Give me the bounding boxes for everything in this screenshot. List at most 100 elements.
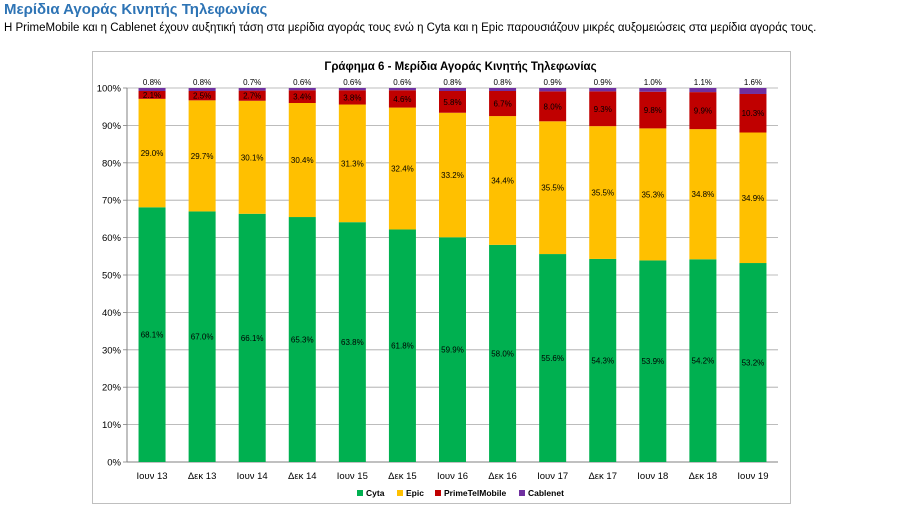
y-tick-label: 20% [102,383,122,394]
data-label-cyta: 53.9% [641,357,664,366]
data-label-cyta: 68.1% [141,331,164,340]
bar-segment-epic [739,132,767,264]
bar-segment-epic [138,98,166,208]
chart-title: Γράφημα 6 - Μερίδια Αγοράς Κινητής Τηλεφ… [324,61,596,73]
data-label-cyta: 67.0% [191,333,214,342]
bar-segment-cyta [188,211,216,462]
data-label-cyta: 54.3% [591,356,614,365]
data-label-primetelmobile: 2.7% [243,92,261,101]
data-label-cyta: 61.8% [391,342,414,351]
data-label-cablenet: 1.0% [644,78,662,87]
data-label-primetelmobile: 9.9% [694,107,712,116]
data-label-epic: 34.8% [692,190,715,199]
legend-swatch-cablenet [519,490,525,496]
bar-segment-cablenet [138,88,166,91]
x-tick-label: Ιουν 17 [537,471,568,482]
data-label-cablenet: 0.9% [544,78,562,87]
x-tick-label: Ιουν 14 [237,471,268,482]
bar-segment-primetelmobile [639,91,667,129]
x-tick-label: Δεκ 15 [388,471,417,482]
bar-segment-epic [689,129,717,260]
bar-segment-primetelmobile [338,90,366,105]
data-label-cablenet: 0.7% [243,78,261,87]
data-label-primetelmobile: 9.8% [644,106,662,115]
x-tick-label: Δεκ 17 [588,471,617,482]
data-label-epic: 35.5% [541,184,564,193]
data-label-cablenet: 0.9% [594,78,612,87]
legend-label-cablenet: Cablenet [528,488,564,498]
bar-segment-epic [589,126,617,259]
data-label-epic: 29.0% [141,149,164,158]
legend-swatch-cyta [357,490,363,496]
bar-segment-cyta [338,222,366,462]
y-tick-label: 10% [102,420,122,431]
data-label-epic: 30.1% [241,153,264,162]
data-label-epic: 33.2% [441,171,464,180]
data-label-epic: 29.7% [191,152,214,161]
bar-segment-primetelmobile [439,90,466,113]
x-tick-label: Ιουν 13 [136,471,167,482]
data-label-cablenet: 0.6% [343,78,361,87]
data-label-cablenet: 0.6% [293,78,311,87]
data-label-epic: 31.3% [341,159,364,168]
data-label-primetelmobile: 5.8% [443,98,461,107]
legend-label-epic: Epic [406,488,424,498]
bar-segment-epic [338,104,366,223]
data-label-cablenet: 0.8% [493,78,511,87]
bar-segment-epic [489,116,517,245]
bar-segment-epic [288,102,316,218]
bar-segment-epic [539,121,567,255]
bar-segment-cablenet [489,88,517,91]
bar-segment-cablenet [288,88,316,91]
bar-segment-primetelmobile [188,90,216,101]
bar-segment-cyta [138,207,166,462]
x-tick-label: Δεκ 14 [288,471,317,482]
data-label-primetelmobile: 10.3% [742,109,765,118]
x-tick-label: Δεκ 13 [188,471,217,482]
y-tick-label: 40% [102,308,122,319]
bar-segment-primetelmobile [589,91,617,127]
data-label-primetelmobile: 2.1% [143,91,161,100]
bar-segment-cyta [739,263,767,462]
data-label-cyta: 54.2% [692,357,715,366]
y-tick-label: 60% [102,233,122,244]
bar-segment-cyta [689,259,717,462]
data-label-cyta: 66.1% [241,334,264,343]
data-label-primetelmobile: 3.4% [293,93,311,102]
bar-segment-primetelmobile [489,90,517,117]
data-label-cyta: 63.8% [341,338,364,347]
bar-segment-epic [188,100,216,212]
x-tick-label: Ιουν 16 [437,471,468,482]
data-label-primetelmobile: 9.3% [594,105,612,114]
bar-segment-cyta [489,244,517,462]
legend-swatch-epic [397,490,403,496]
bar-segment-epic [238,100,266,214]
bar-segment-cyta [539,254,567,462]
legend-swatch-primetelmobile [435,490,441,496]
page-heading: Μερίδια Αγοράς Κινητής Τηλεφωνίας [4,1,268,18]
bar-segment-cyta [238,213,266,462]
data-label-cablenet: 0.8% [193,78,211,87]
bar-segment-cyta [589,258,617,462]
bar-segment-cablenet [589,88,617,92]
data-label-cablenet: 0.8% [143,78,161,87]
bar-segment-cyta [639,260,667,462]
data-label-cyta: 59.9% [441,346,464,355]
bar-segment-primetelmobile [288,90,316,103]
bar-segment-cablenet [188,88,216,91]
bar-segment-cablenet [388,88,416,91]
data-label-primetelmobile: 6.7% [493,100,511,109]
data-label-primetelmobile: 3.8% [343,93,361,102]
data-label-cyta: 65.3% [291,336,314,345]
bar-segment-epic [639,128,667,261]
bar-segment-epic [388,107,416,230]
data-label-cyta: 55.6% [541,354,564,363]
data-label-epic: 35.3% [641,190,664,199]
intro-text: Η PrimeMobile και η Cablenet έχουν αυξητ… [4,22,817,34]
data-label-epic: 30.4% [291,156,314,165]
bar-segment-primetelmobile [689,92,717,130]
bar-segment-primetelmobile [238,90,266,101]
data-label-primetelmobile: 2.5% [193,92,211,101]
legend-label-cyta: Cyta [366,488,385,498]
y-tick-label: 50% [102,271,122,282]
